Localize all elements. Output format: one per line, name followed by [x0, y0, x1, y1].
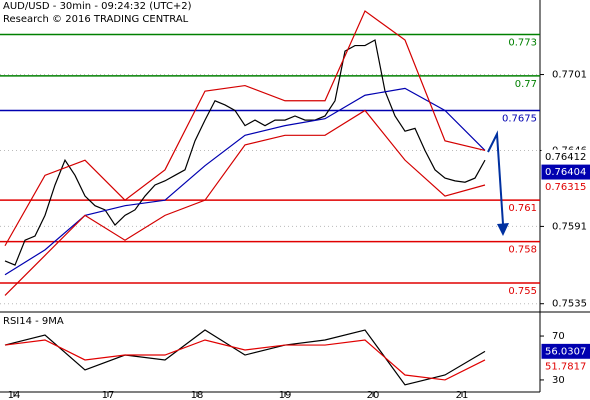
price-tag-label: 0.76412: [545, 152, 586, 163]
y-tick-label: 0.7701: [552, 70, 587, 81]
price-tag-label: 0.76315: [545, 182, 586, 193]
x-tick-label: 19: [279, 390, 292, 400]
line-series: [4, 10, 486, 247]
line-series: [4, 109, 486, 296]
price-tag: [541, 164, 590, 180]
price-tag: [541, 179, 590, 195]
line-series: [4, 339, 486, 381]
level-label: 0.761: [508, 203, 537, 214]
line-series: [4, 329, 486, 386]
arrow-line: [487, 130, 504, 225]
price-tag-label: 0.76404: [545, 167, 586, 178]
price-tag-label: 51.7817: [545, 361, 586, 372]
level-label: 0.7675: [502, 113, 537, 124]
x-tick-label: 20: [367, 390, 380, 400]
x-tick-label: 21: [456, 390, 469, 400]
rsi-title: RSI14 - 9MA: [3, 316, 64, 327]
x-tick-label: 17: [102, 390, 115, 400]
level-label: 0.77: [515, 79, 537, 90]
price-tag-label: 56.0307: [545, 346, 586, 357]
chart-title: AUD/USD - 30min - 09:24:32 (UTC+2): [3, 1, 192, 12]
price-tag: [541, 149, 590, 165]
y-tick-label: 0.7591: [552, 221, 587, 232]
arrow-head: [497, 223, 509, 236]
chart-subtitle: Research © 2016 TRADING CENTRAL: [3, 14, 189, 25]
forecast-arrow: [487, 130, 509, 236]
level-label: 0.758: [508, 245, 537, 256]
rsi-y-tick-label: 30: [552, 375, 565, 386]
level-label: 0.755: [508, 286, 537, 297]
price-tag: [541, 358, 590, 374]
price-tag: [541, 343, 590, 359]
x-tick-label: 14: [8, 390, 21, 400]
x-tick-label: 18: [191, 390, 204, 400]
rsi-y-tick-label: 70: [552, 331, 565, 342]
y-tick-label: 0.7535: [552, 299, 587, 310]
line-series: [4, 39, 486, 266]
level-label: 0.773: [508, 38, 537, 49]
